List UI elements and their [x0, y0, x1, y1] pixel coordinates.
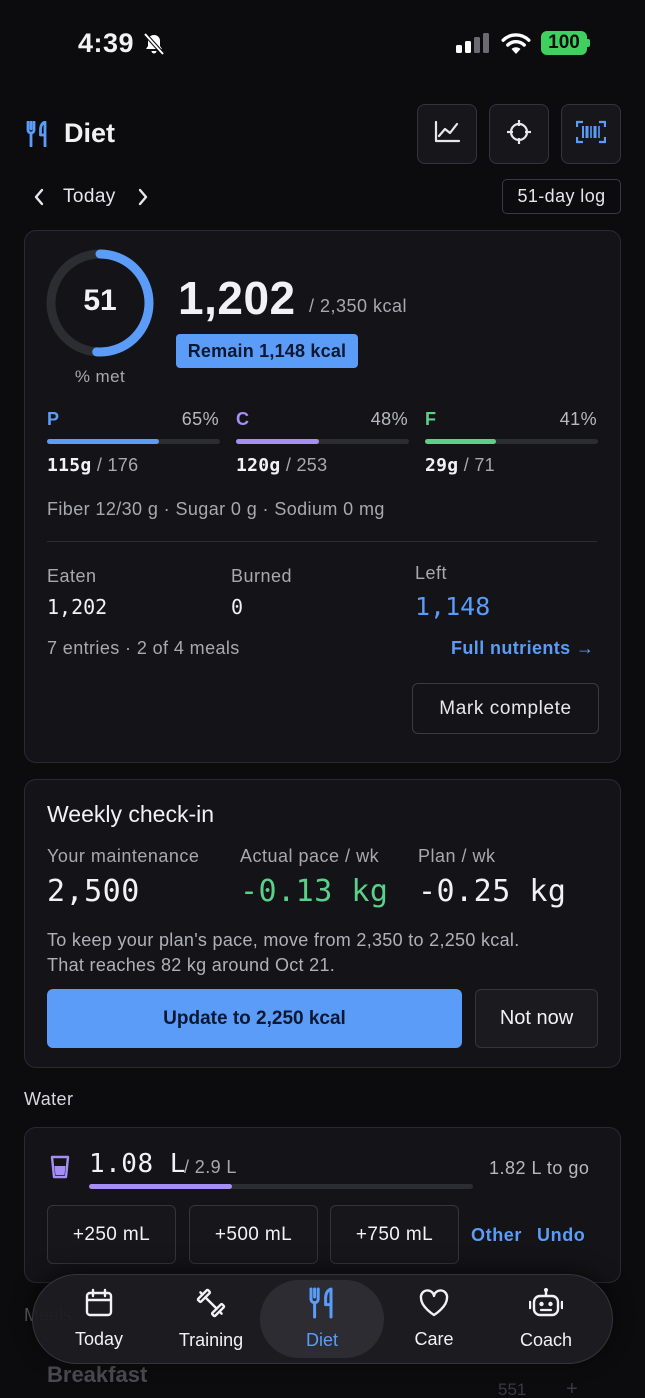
burned-label: Burned — [231, 566, 293, 586]
tab-label: Coach — [519, 1330, 573, 1350]
macro-letter: F — [425, 409, 436, 429]
ring-value: 51 — [83, 284, 117, 317]
checkin-explanation: To keep your plan's pace, move from 2,35… — [47, 930, 520, 975]
macro-percent: 41% — [559, 409, 597, 429]
calendar-icon — [84, 1288, 114, 1323]
robot-icon — [528, 1287, 564, 1324]
actual-pace-label: Actual pace / wk — [240, 846, 380, 866]
full-nutrients-link[interactable]: Full nutrients → — [451, 638, 595, 658]
not-now-button[interactable]: Not now — [475, 989, 598, 1048]
divider — [47, 541, 597, 542]
macro-bar — [47, 439, 220, 444]
water-amount: 1.08 L — [89, 1149, 186, 1179]
add-meal-button[interactable]: + — [566, 1378, 578, 1398]
bell-muted-icon — [143, 32, 165, 61]
macro-letter: C — [236, 409, 249, 429]
macro-bar-fill — [425, 439, 496, 444]
cup-icon — [50, 1155, 70, 1184]
targets-button[interactable] — [489, 104, 549, 164]
tab-label: Care — [414, 1329, 454, 1349]
water-progress-fill — [89, 1184, 232, 1189]
tab-active-highlight — [260, 1280, 384, 1358]
heart-icon — [418, 1288, 450, 1323]
wifi-icon — [501, 32, 531, 59]
trends-button[interactable] — [417, 104, 477, 164]
maintenance-label: Your maintenance — [47, 846, 200, 866]
tab-label: Training — [178, 1330, 244, 1350]
mark-complete-button[interactable]: Mark complete — [412, 683, 599, 734]
macro-bar-fill — [47, 439, 160, 444]
water-remaining: 1.82 L to go — [489, 1158, 590, 1178]
water-goal: / 2.9 L — [184, 1157, 237, 1177]
maintenance-value: 2,500 — [47, 874, 140, 909]
progress-ring — [46, 249, 154, 357]
day-log-button[interactable]: 51-day log — [502, 179, 621, 214]
eaten-value: 1,202 — [47, 595, 108, 619]
tab-bar-items: Today Training Diet Care Coach — [32, 1275, 613, 1363]
barcode-scan-icon — [575, 120, 607, 149]
tab-coach[interactable]: Coach — [501, 1275, 591, 1363]
macro-bar-fill — [236, 439, 320, 444]
entries-summary: 7 entries · 2 of 4 meals — [47, 638, 240, 658]
chevron-right-icon[interactable] — [136, 186, 150, 213]
battery-indicator: 100 — [541, 31, 587, 55]
weekly-checkin-title: Weekly check-in — [47, 801, 215, 827]
battery-cap — [587, 39, 590, 47]
cellular-signal-icon — [456, 33, 489, 53]
summary-card — [24, 230, 621, 763]
crosshair-icon — [506, 119, 532, 150]
remain-badge: Remain 1,148 kcal — [176, 334, 358, 368]
date-label: Today — [63, 186, 116, 207]
meal-title[interactable]: Breakfast — [47, 1362, 148, 1387]
chevron-left-icon[interactable] — [32, 186, 46, 213]
tab-label: Today — [74, 1329, 124, 1349]
calorie-target: / 2,350 kcal — [309, 296, 408, 316]
macro-letter: P — [47, 409, 60, 429]
left-label: Left — [415, 563, 448, 583]
left-value: 1,148 — [415, 592, 491, 621]
barcode-scan-button[interactable] — [561, 104, 621, 164]
page-title: Diet — [64, 118, 116, 148]
update-target-button[interactable]: Update to 2,250 kcal — [47, 989, 462, 1048]
add-250ml-button[interactable]: +250 mL — [47, 1205, 176, 1264]
macro-bar — [425, 439, 598, 444]
macro-value: 29g / 71 — [425, 455, 495, 476]
ring-label: % met — [74, 367, 126, 386]
plan-value: -0.25 kg — [418, 874, 567, 909]
plan-label: Plan / wk — [418, 846, 496, 866]
add-500ml-button[interactable]: +500 mL — [189, 1205, 318, 1264]
calories-eaten: 1,202 — [178, 272, 296, 324]
water-section-label: Water — [24, 1089, 74, 1109]
actual-pace-value: -0.13 kg — [240, 874, 389, 909]
dumbbell-icon — [195, 1287, 227, 1324]
water-progress-bar — [89, 1184, 473, 1189]
macro-percent: 65% — [181, 409, 219, 429]
water-other-link[interactable]: Other — [471, 1225, 523, 1245]
macro-bar — [236, 439, 409, 444]
add-750ml-button[interactable]: +750 mL — [330, 1205, 459, 1264]
fork-knife-icon — [308, 1287, 336, 1324]
fork-knife-icon — [26, 120, 50, 152]
water-undo-link[interactable]: Undo — [537, 1225, 586, 1245]
tab-training[interactable]: Training — [166, 1275, 256, 1363]
meal-kcal: 551 — [498, 1380, 527, 1398]
micronutrient-line: Fiber 12/30 g · Sugar 0 g · Sodium 0 mg — [47, 499, 385, 519]
macro-percent: 48% — [370, 409, 408, 429]
tab-care[interactable]: Care — [389, 1275, 479, 1363]
trend-chart-icon — [433, 120, 461, 149]
tab-diet[interactable]: Diet — [260, 1275, 384, 1363]
tab-today[interactable]: Today — [54, 1275, 144, 1363]
tab-label: Diet — [305, 1330, 338, 1350]
burned-value: 0 — [231, 595, 244, 619]
macro-value: 120g / 253 — [236, 455, 328, 476]
eaten-label: Eaten — [47, 566, 97, 586]
status-time: 4:39 — [78, 28, 135, 58]
macro-value: 115g / 176 — [47, 455, 139, 476]
